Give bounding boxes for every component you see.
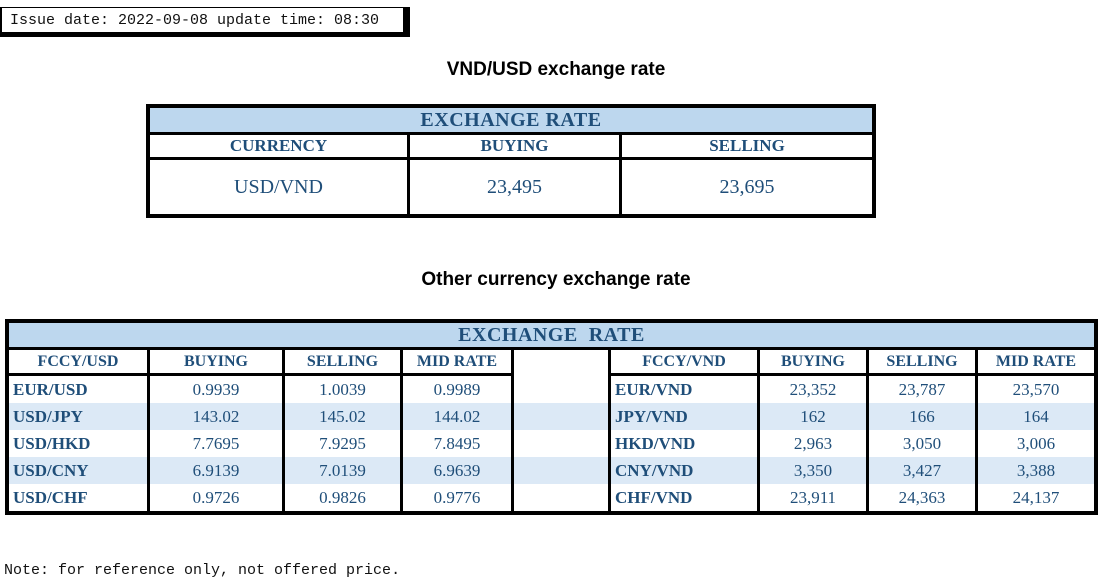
pair-cell: EUR/USD — [9, 376, 150, 403]
rate-cell: 3,050 — [869, 430, 978, 457]
pair-cell: CNY/VND — [608, 457, 760, 484]
gap-cell — [514, 350, 608, 376]
rate-cell: 23,495 — [410, 160, 622, 214]
pair-cell: USD/CNY — [9, 457, 150, 484]
gap-cell — [514, 484, 608, 511]
rate-cell: 145.02 — [285, 403, 403, 430]
pair-cell: USD/CHF — [9, 484, 150, 511]
pair-cell: USD/VND — [150, 160, 410, 214]
pair-cell: USD/HKD — [9, 430, 150, 457]
rate-cell: 23,911 — [760, 484, 869, 511]
col-header-selling: SELLING — [622, 135, 872, 160]
pair-cell: EUR/VND — [608, 376, 760, 403]
rate-cell: 3,006 — [1016, 433, 1056, 453]
rate-cell: 6.9639 — [403, 457, 514, 484]
usd-exchange-rate-table: EXCHANGE RATE CURRENCY BUYING SELLING US… — [146, 104, 876, 218]
rate-cell: 164 — [978, 403, 1094, 430]
col-header-selling-right: SELLING — [869, 350, 978, 376]
rate-cell: 24,137 — [1012, 487, 1060, 507]
rate-cell: 2,963 — [760, 430, 869, 457]
reference-note: Note: for reference only, not offered pr… — [4, 562, 401, 579]
rate-cell: 0.9726 — [150, 484, 285, 511]
rate-cell: 7.0139 — [285, 457, 403, 484]
rate-cell: 1.0039 — [285, 376, 403, 403]
rate-cell: 23,352 — [760, 376, 869, 403]
rate-cell: 0.9826 — [285, 484, 403, 511]
rate-cell: 3,388 — [978, 457, 1094, 484]
rate-cell: 3,427 — [869, 457, 978, 484]
rate-cell: 0.9776 — [403, 484, 514, 511]
col-header-fccy-vnd: FCCY/VND — [608, 350, 760, 376]
pair-cell: HKD/VND — [608, 430, 760, 457]
rate-cell: 24,363 — [869, 484, 978, 511]
rate-cell: 0.9989 — [403, 376, 514, 403]
col-header-fccy-usd: FCCY/USD — [9, 350, 150, 376]
col-header-currency: CURRENCY — [150, 135, 410, 160]
gap-cell — [514, 403, 608, 430]
rate-cell: 6.9139 — [150, 457, 285, 484]
rate-cell: 23,570 — [1012, 379, 1060, 399]
col-header-buying: BUYING — [410, 135, 622, 160]
rate-cell: 7.9295 — [285, 430, 403, 457]
rate-cell: 144.02 — [403, 403, 514, 430]
issue-date-box: Issue date: 2022-09-08 update time: 08:3… — [0, 7, 410, 37]
usd-table-banner: EXCHANGE RATE — [150, 108, 872, 135]
gap-cell — [514, 376, 608, 403]
col-header-midrate-right: MID RATE — [978, 350, 1094, 376]
other-table-banner: EXCHANGE RATE — [9, 323, 1094, 350]
gap-cell — [514, 430, 608, 457]
other-table-title: Other currency exchange rate — [421, 269, 691, 290]
rate-cell: 166 — [869, 403, 978, 430]
col-header-buying-right: BUYING — [760, 350, 869, 376]
rate-cell: 7.7695 — [150, 430, 285, 457]
pair-cell: USD/JPY — [9, 403, 150, 430]
rate-cell: 7.8495 — [403, 430, 514, 457]
rate-cell: 0.9939 — [150, 376, 285, 403]
col-header-selling-left: SELLING — [285, 350, 403, 376]
rate-cell: 23,787 — [869, 376, 978, 403]
col-header-buying-left: BUYING — [150, 350, 285, 376]
gap-cell — [514, 457, 608, 484]
rate-cell: 23,695 — [719, 175, 775, 198]
pair-cell: JPY/VND — [608, 403, 760, 430]
other-exchange-rate-table: EXCHANGE RATE FCCY/USD BUYING SELLING MI… — [5, 319, 1098, 515]
usd-table-title: VND/USD exchange rate — [446, 59, 666, 80]
pair-cell: CHF/VND — [608, 484, 760, 511]
rate-cell: 3,350 — [760, 457, 869, 484]
col-header-midrate-left: MID RATE — [403, 350, 514, 376]
rate-cell: 162 — [760, 403, 869, 430]
rate-cell: 143.02 — [150, 403, 285, 430]
